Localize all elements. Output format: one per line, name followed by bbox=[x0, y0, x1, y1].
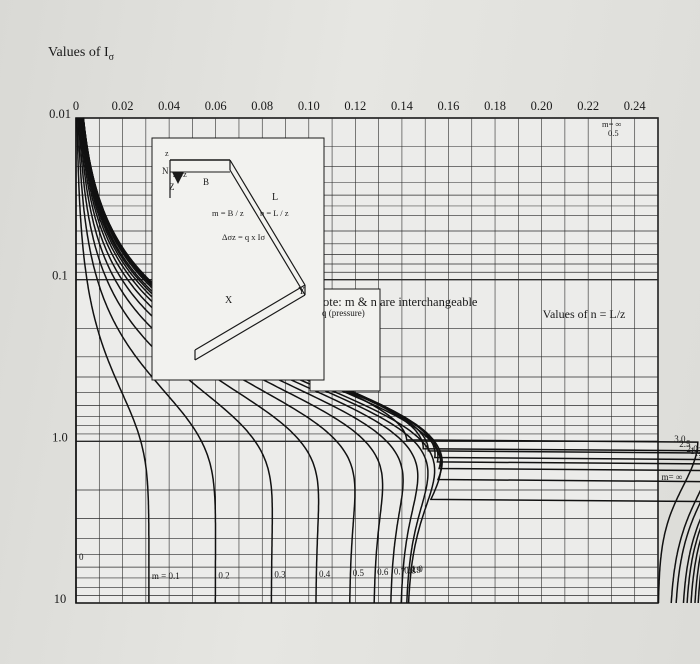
y-tick-label: 0.14 bbox=[391, 99, 414, 113]
curve-label: 0.8 bbox=[404, 566, 416, 576]
x-tick-label: 0.01 bbox=[49, 107, 71, 121]
label-L: L bbox=[272, 192, 278, 203]
note-text: Note: m & n are interchangeable bbox=[314, 295, 478, 309]
curve-label: 0 bbox=[79, 552, 84, 562]
label-X: X bbox=[225, 295, 233, 306]
y-tick-label: 0.18 bbox=[484, 99, 506, 113]
label-m-half-bottom: 0.5 bbox=[608, 128, 619, 138]
curve-label: 2.0 bbox=[686, 444, 698, 454]
label-q: q (pressure) bbox=[322, 308, 365, 318]
y-tick-label: 0.24 bbox=[624, 99, 647, 113]
formula-m: m = B / z bbox=[212, 208, 244, 218]
curve-label: m = 0.1 bbox=[152, 571, 180, 581]
y-tick-label: 0.12 bbox=[344, 99, 366, 113]
x-tick-label: 10 bbox=[54, 592, 67, 606]
label-B: B bbox=[203, 177, 209, 187]
inset-diagram: q (pressure) Y X L B z N Δσz Z m = B / z… bbox=[151, 137, 365, 381]
curve-label: 1.6 bbox=[694, 448, 700, 458]
curve-label: 0.3 bbox=[274, 570, 286, 580]
label-z-axis: z bbox=[165, 149, 169, 158]
curve-label: 1.4 bbox=[698, 450, 700, 460]
x-ticks: 0.01 0.1 1.0 10 bbox=[49, 107, 71, 606]
note-box: Note: m & n are interchangeable bbox=[309, 288, 478, 392]
curve-label: 2.5 bbox=[679, 439, 691, 449]
label-Y: Y bbox=[298, 286, 305, 297]
curve-label: 0.2 bbox=[218, 570, 229, 580]
curve-label: 0.6 bbox=[377, 567, 389, 577]
y-tick-label: 0.04 bbox=[158, 99, 181, 113]
curve-label: 0.9 bbox=[410, 565, 422, 575]
curve-label: 3.0 bbox=[674, 434, 686, 444]
y-tick-label: 0.16 bbox=[438, 99, 460, 113]
curve-label: 0.7 bbox=[394, 566, 406, 576]
curve-label: 0.4 bbox=[319, 569, 331, 579]
curve-m-0_1 bbox=[76, 118, 150, 603]
y-tick-label: 0 bbox=[73, 99, 79, 113]
curve-m-0_2 bbox=[77, 118, 217, 603]
curve-label: 1.8 bbox=[690, 446, 700, 456]
curve-label: m= ∞ bbox=[661, 472, 682, 482]
curve-labels: m= ∞3.02.52.01.81.61.41.21.00.90.80.70.6… bbox=[79, 434, 700, 581]
label-dsigma: Δσz bbox=[173, 169, 187, 179]
chart-rotated-group: 0.01 0.1 1.0 10 0 0.02 0.04 0.06 0.08 0.10 0.12 0.… bbox=[48, 45, 700, 606]
formula-stress: Δσz = q x Iσ bbox=[222, 232, 265, 242]
curve-label: 0.5 bbox=[353, 568, 365, 578]
curve-label: 1.0 bbox=[412, 564, 424, 574]
label-N: N bbox=[162, 166, 169, 176]
y-tick-label: 0.22 bbox=[577, 99, 599, 113]
label-Z: Z bbox=[169, 182, 175, 192]
label-m-inf-bottom: m= ∞ bbox=[602, 119, 622, 129]
y-tick-label: 0.02 bbox=[112, 99, 134, 113]
x-axis-title: Values of n = L/z bbox=[543, 307, 626, 321]
y-tick-label: 0.06 bbox=[205, 99, 227, 113]
y-tick-label: 0.10 bbox=[298, 99, 320, 113]
x-tick-label: 0.1 bbox=[52, 269, 68, 283]
y-ticks: 0 0.02 0.04 0.06 0.08 0.10 0.12 0.14 0.16 0.18 0.2… bbox=[73, 99, 647, 113]
x-tick-label: 1.0 bbox=[52, 430, 68, 444]
formula-n: n = L / z bbox=[260, 208, 289, 218]
y-axis-title: Values of Iσ bbox=[48, 45, 115, 63]
y-tick-label: 0.08 bbox=[251, 99, 273, 113]
y-tick-label: 0.20 bbox=[531, 99, 553, 113]
